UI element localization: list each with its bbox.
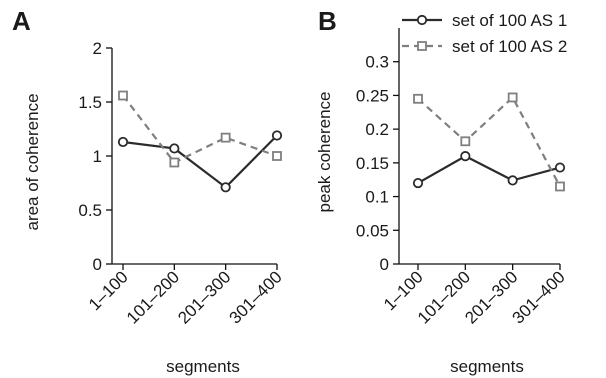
y-tick-label: 0.05 (356, 221, 389, 240)
data-point-circle (220, 182, 231, 193)
legend-label-2: set of 100 AS 2 (452, 37, 567, 56)
data-point-circle (271, 130, 283, 141)
y-tick-label: 1.5 (78, 93, 102, 112)
data-point-circle (169, 143, 180, 154)
series-line-2-a (122, 94, 278, 164)
legend-label-1: set of 100 AS 1 (452, 11, 567, 30)
panel-b-letter: B (318, 6, 337, 36)
y-axis-label-b: peak coherence (315, 92, 334, 213)
y-tick-label: 2 (93, 39, 102, 58)
data-point-square (413, 93, 423, 104)
data-point-square (272, 151, 282, 161)
data-point-circle (554, 162, 566, 173)
data-point-circle (507, 175, 518, 186)
x-axis-label-b: segments (450, 357, 524, 376)
data-point-square (460, 136, 471, 147)
x-tick-label: 101–200 (123, 267, 183, 327)
data-point-square (169, 157, 180, 168)
y-tick-label: 0.15 (356, 154, 389, 173)
data-point-circle (412, 177, 424, 189)
x-tick-label: 301–400 (509, 267, 569, 327)
panel-b: B 00.050.10.150.20.250.31–100101–200201–… (315, 6, 569, 376)
data-point-circle (460, 151, 471, 162)
data-point-square (118, 90, 128, 101)
y-tick-label: 0.2 (365, 120, 389, 139)
legend-marker-square (417, 41, 427, 51)
legend: set of 100 AS 1 set of 100 AS 2 (402, 11, 567, 56)
y-tick-label: 0 (93, 255, 102, 274)
data-point-square (507, 92, 518, 103)
x-tick-label: 301–400 (226, 267, 286, 327)
y-tick-label: 0 (380, 255, 389, 274)
data-point-square (555, 181, 565, 192)
y-tick-label: 0.3 (365, 53, 389, 72)
series-line-1-a (122, 134, 278, 189)
panel-a-letter: A (12, 6, 31, 36)
data-point-square (220, 132, 231, 143)
series-line-1-b (417, 154, 561, 185)
y-tick-label: 0.1 (365, 188, 389, 207)
x-tick-label: 201–300 (174, 267, 234, 327)
y-axis-label-a: area of coherence (23, 93, 42, 230)
y-tick-label: 1 (93, 147, 102, 166)
x-tick-label: 1–100 (85, 267, 132, 314)
legend-marker-circle (416, 14, 428, 26)
data-point-circle (117, 136, 129, 148)
y-tick-label: 0.25 (356, 86, 389, 105)
y-tick-label: 0.5 (78, 201, 102, 220)
x-axis-label-a: segments (166, 357, 240, 376)
